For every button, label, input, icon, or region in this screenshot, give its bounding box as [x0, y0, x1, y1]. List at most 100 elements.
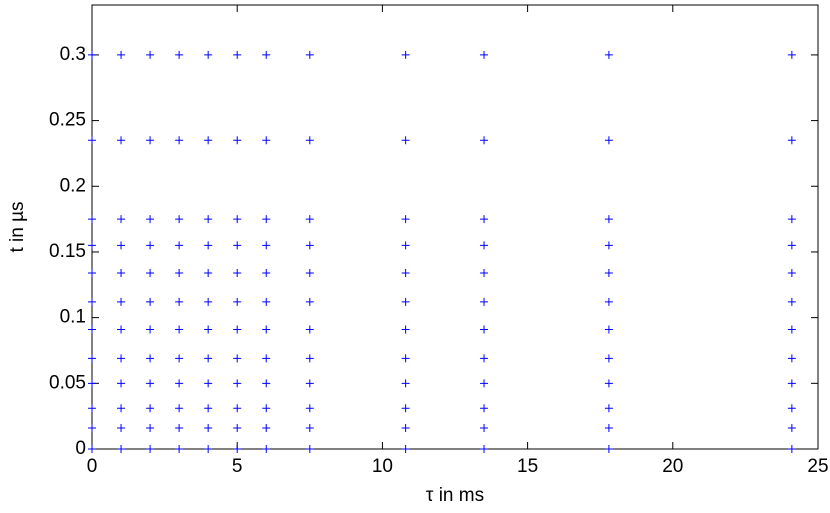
point	[604, 354, 613, 363]
point	[401, 136, 410, 145]
x-tick-label: 25	[807, 456, 828, 477]
point	[787, 297, 796, 306]
point	[480, 136, 489, 145]
point	[204, 297, 213, 306]
point	[480, 268, 489, 277]
point	[204, 136, 213, 145]
point	[262, 297, 271, 306]
x-tick-label: 0	[87, 456, 98, 477]
point	[480, 297, 489, 306]
y-tick-label: 0	[75, 438, 86, 459]
y-tick-label: 0.1	[60, 307, 86, 328]
point	[88, 136, 96, 145]
point	[305, 241, 314, 250]
point	[305, 325, 314, 334]
point	[233, 325, 242, 334]
point	[604, 325, 613, 334]
point	[175, 50, 184, 59]
point	[262, 354, 271, 363]
point	[88, 325, 96, 334]
point	[401, 379, 410, 388]
point	[233, 404, 242, 413]
point	[787, 215, 796, 224]
point	[204, 354, 213, 363]
point	[305, 423, 314, 432]
point	[146, 268, 155, 277]
point	[233, 423, 242, 432]
point	[175, 241, 184, 250]
point	[175, 268, 184, 277]
point	[117, 50, 126, 59]
point	[401, 268, 410, 277]
point	[146, 379, 155, 388]
y-tick-label: 0.3	[60, 44, 86, 65]
point	[233, 241, 242, 250]
plot-frame	[91, 4, 819, 450]
point	[233, 354, 242, 363]
point	[88, 445, 96, 453]
point	[401, 445, 410, 453]
point	[604, 404, 613, 413]
point	[262, 241, 271, 250]
point	[146, 325, 155, 334]
point	[787, 136, 796, 145]
point	[233, 215, 242, 224]
point	[146, 354, 155, 363]
point	[233, 379, 242, 388]
point	[262, 325, 271, 334]
point	[146, 215, 155, 224]
point	[305, 379, 314, 388]
point	[604, 379, 613, 388]
point	[604, 50, 613, 59]
point	[204, 423, 213, 432]
point	[204, 241, 213, 250]
point	[88, 297, 96, 306]
point	[305, 404, 314, 413]
point	[305, 268, 314, 277]
point	[401, 325, 410, 334]
point	[204, 325, 213, 334]
y-tick-label: 0.25	[49, 110, 86, 131]
point	[175, 136, 184, 145]
point	[305, 215, 314, 224]
point	[204, 268, 213, 277]
point	[146, 136, 155, 145]
point	[262, 268, 271, 277]
point	[480, 241, 489, 250]
point	[262, 136, 271, 145]
point	[88, 50, 96, 59]
point	[88, 215, 96, 224]
point	[175, 445, 184, 453]
point	[262, 423, 271, 432]
y-axis-label: t in µs	[7, 201, 28, 252]
point	[204, 404, 213, 413]
point	[233, 268, 242, 277]
point	[262, 50, 271, 59]
x-tick-label: 20	[662, 456, 683, 477]
point	[117, 297, 126, 306]
point	[146, 445, 155, 453]
point	[88, 404, 96, 413]
point	[604, 445, 613, 453]
point	[117, 241, 126, 250]
point	[88, 268, 96, 277]
point	[233, 297, 242, 306]
point	[117, 445, 126, 453]
x-tick-label: 5	[232, 456, 243, 477]
point	[233, 136, 242, 145]
point	[233, 50, 242, 59]
point	[787, 354, 796, 363]
point	[305, 445, 314, 453]
point	[117, 136, 126, 145]
point	[480, 404, 489, 413]
point	[480, 50, 489, 59]
point	[146, 404, 155, 413]
point	[787, 404, 796, 413]
point	[146, 297, 155, 306]
point	[787, 268, 796, 277]
point	[175, 404, 184, 413]
point	[401, 423, 410, 432]
point	[175, 423, 184, 432]
point	[146, 423, 155, 432]
